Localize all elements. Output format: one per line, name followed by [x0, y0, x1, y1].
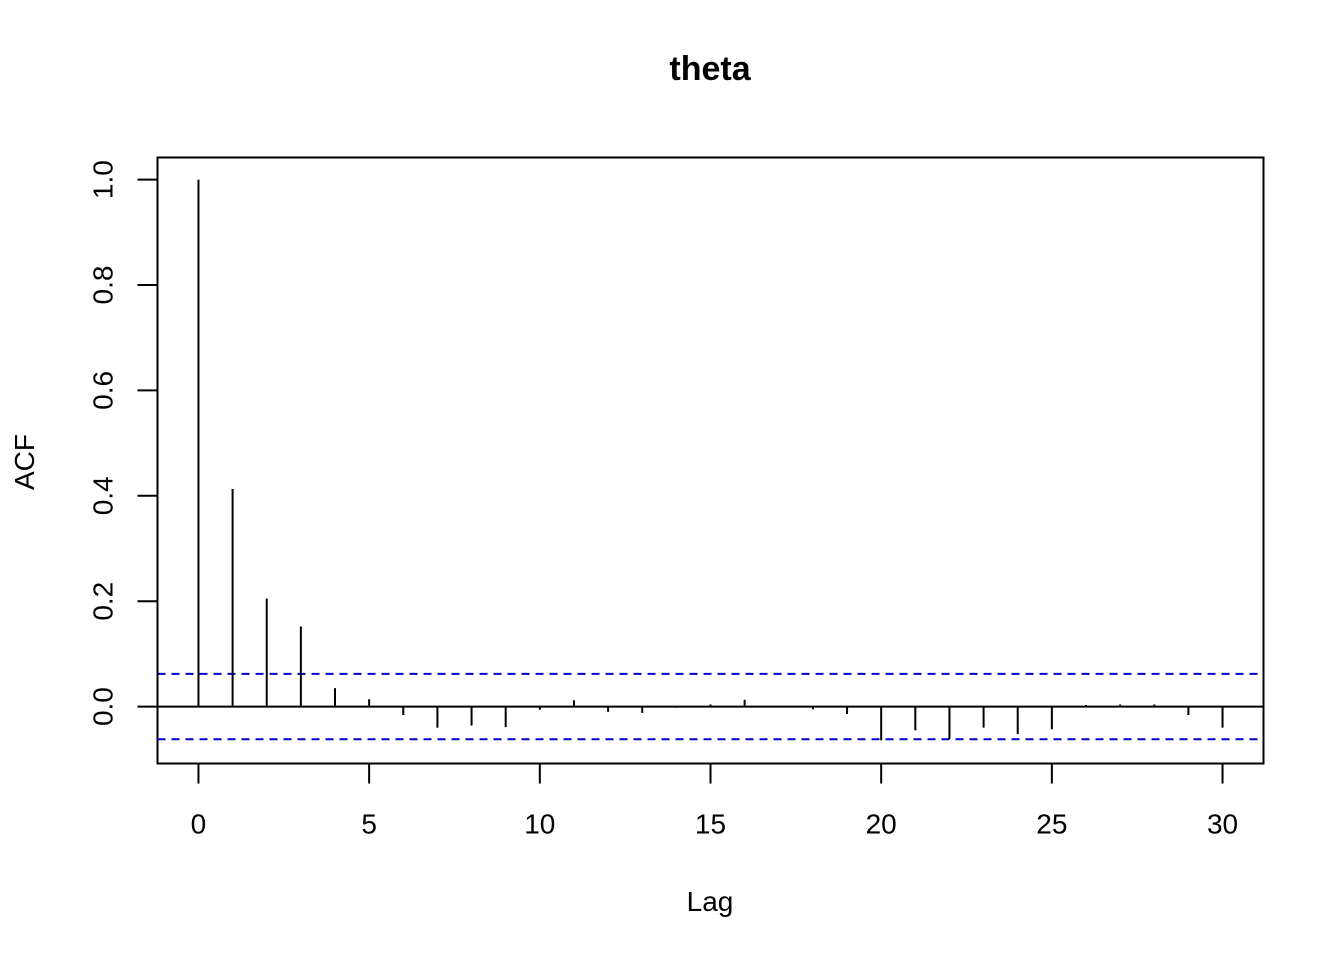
x-tick-label: 5 [361, 809, 377, 840]
y-tick-label: 0.0 [88, 687, 119, 726]
chart-title: theta [669, 50, 751, 88]
x-tick-label: 30 [1207, 809, 1238, 840]
x-tick-label: 20 [866, 809, 897, 840]
x-tick-label: 25 [1036, 809, 1067, 840]
x-tick-label: 15 [695, 809, 726, 840]
y-axis-label: ACF [9, 434, 40, 490]
y-tick-label: 1.0 [88, 160, 119, 199]
y-tick-label: 0.4 [88, 476, 119, 515]
acf-bars [197, 179, 1224, 741]
y-tick-label: 0.6 [88, 371, 119, 410]
y-tick-label: 0.8 [88, 266, 119, 305]
x-tick-label: 10 [524, 809, 555, 840]
x-axis-label: Lag [687, 886, 734, 917]
y-tick-label: 0.2 [88, 582, 119, 621]
plot-frame [156, 156, 1265, 765]
x-tick-label: 0 [191, 809, 207, 840]
y-axis: 0.0 0.2 0.4 0.6 0.8 1.0 [88, 160, 159, 726]
confidence-bounds [157, 672, 1264, 741]
x-axis: 0 5 10 15 20 25 30 [191, 762, 1238, 840]
